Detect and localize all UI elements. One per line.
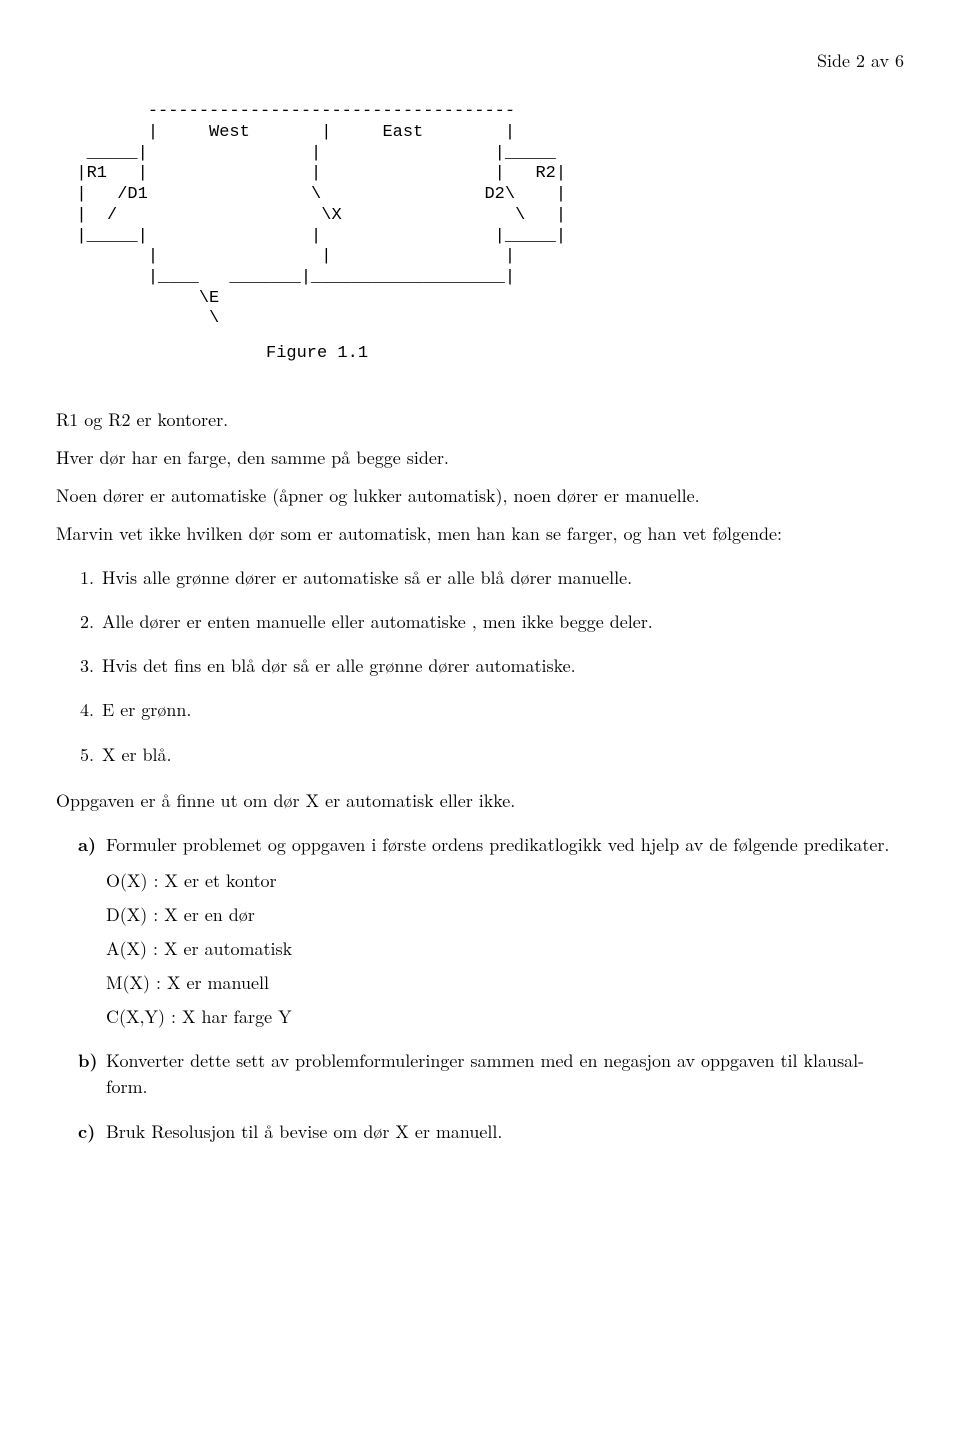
intro-p4: Marvin vet ikke hvilken dør som er autom… [56, 521, 904, 547]
facts-list: 1. Hvis alle grønne dører er automatiske … [56, 565, 904, 767]
fact-number: 2. [80, 609, 94, 635]
fact-number: 4. [80, 697, 94, 723]
intro-p1: R1 og R2 er kontorer. [56, 407, 904, 433]
predicate-item: D(X) : X er en dør [106, 902, 904, 928]
fact-text: X er blå. [102, 742, 172, 767]
fact-item: 1. Hvis alle grønne dører er automatiske … [80, 565, 904, 591]
fact-item: 4. E er grønn. [80, 697, 904, 723]
fact-item: 2. Alle dører er enten manuelle eller aut… [80, 609, 904, 635]
fact-number: 5. [80, 742, 94, 768]
predicate-item: A(X) : X er automatisk [106, 936, 904, 962]
fact-number: 3. [80, 653, 94, 679]
predicate-item: C(X,Y) : X har farge Y [106, 1004, 904, 1030]
fact-item: 5. X er blå. [80, 742, 904, 768]
fact-text: Hvis alle grønne dører er automatiske så… [102, 565, 632, 590]
subtask-a-text: Formuler problemet og oppgaven i første … [106, 832, 889, 857]
subtask-b-text: Konverter dette sett av problemformuleri… [106, 1048, 864, 1099]
page-number: Side 2 av 6 [817, 48, 904, 73]
subtask-c-text: Bruk Resolusjon til å bevise om dør X er… [106, 1119, 502, 1144]
intro-p2: Hver dør har en farge, den samme på begg… [56, 445, 904, 471]
subtask-list: a) Formuler problemet og oppgaven i førs… [56, 832, 904, 1145]
ascii-figure: ------------------------------------ | W… [56, 102, 904, 330]
fact-text: Hvis det fins en blå dør så er alle grøn… [102, 653, 576, 678]
subtask-letter: b) [78, 1048, 98, 1074]
fact-item: 3. Hvis det fins en blå dør så er alle gr… [80, 653, 904, 679]
figure-caption: Figure 1.1 [266, 342, 904, 367]
fact-text: E er grønn. [102, 697, 191, 722]
predicate-item: O(X) : X er et kontor [106, 868, 904, 894]
subtask-a: a) Formuler problemet og oppgaven i førs… [78, 832, 904, 1031]
subtask-letter: a) [78, 832, 96, 858]
intro-p3: Noen dører er automatiske (åpner og lukk… [56, 483, 904, 509]
fact-text: Alle dører er enten manuelle eller autom… [102, 609, 653, 634]
predicate-list: O(X) : X er et kontor D(X) : X er en dør… [106, 868, 904, 1030]
page-header: Side 2 av 6 [56, 48, 904, 74]
fact-number: 1. [80, 565, 94, 591]
task-statement: Oppgaven er å finne ut om dør X er autom… [56, 788, 904, 814]
subtask-letter: c) [78, 1119, 95, 1145]
subtask-c: c) Bruk Resolusjon til å bevise om dør X… [78, 1119, 904, 1145]
predicate-item: M(X) : X er manuell [106, 970, 904, 996]
subtask-b: b) Konverter dette sett av problemformul… [78, 1048, 904, 1100]
